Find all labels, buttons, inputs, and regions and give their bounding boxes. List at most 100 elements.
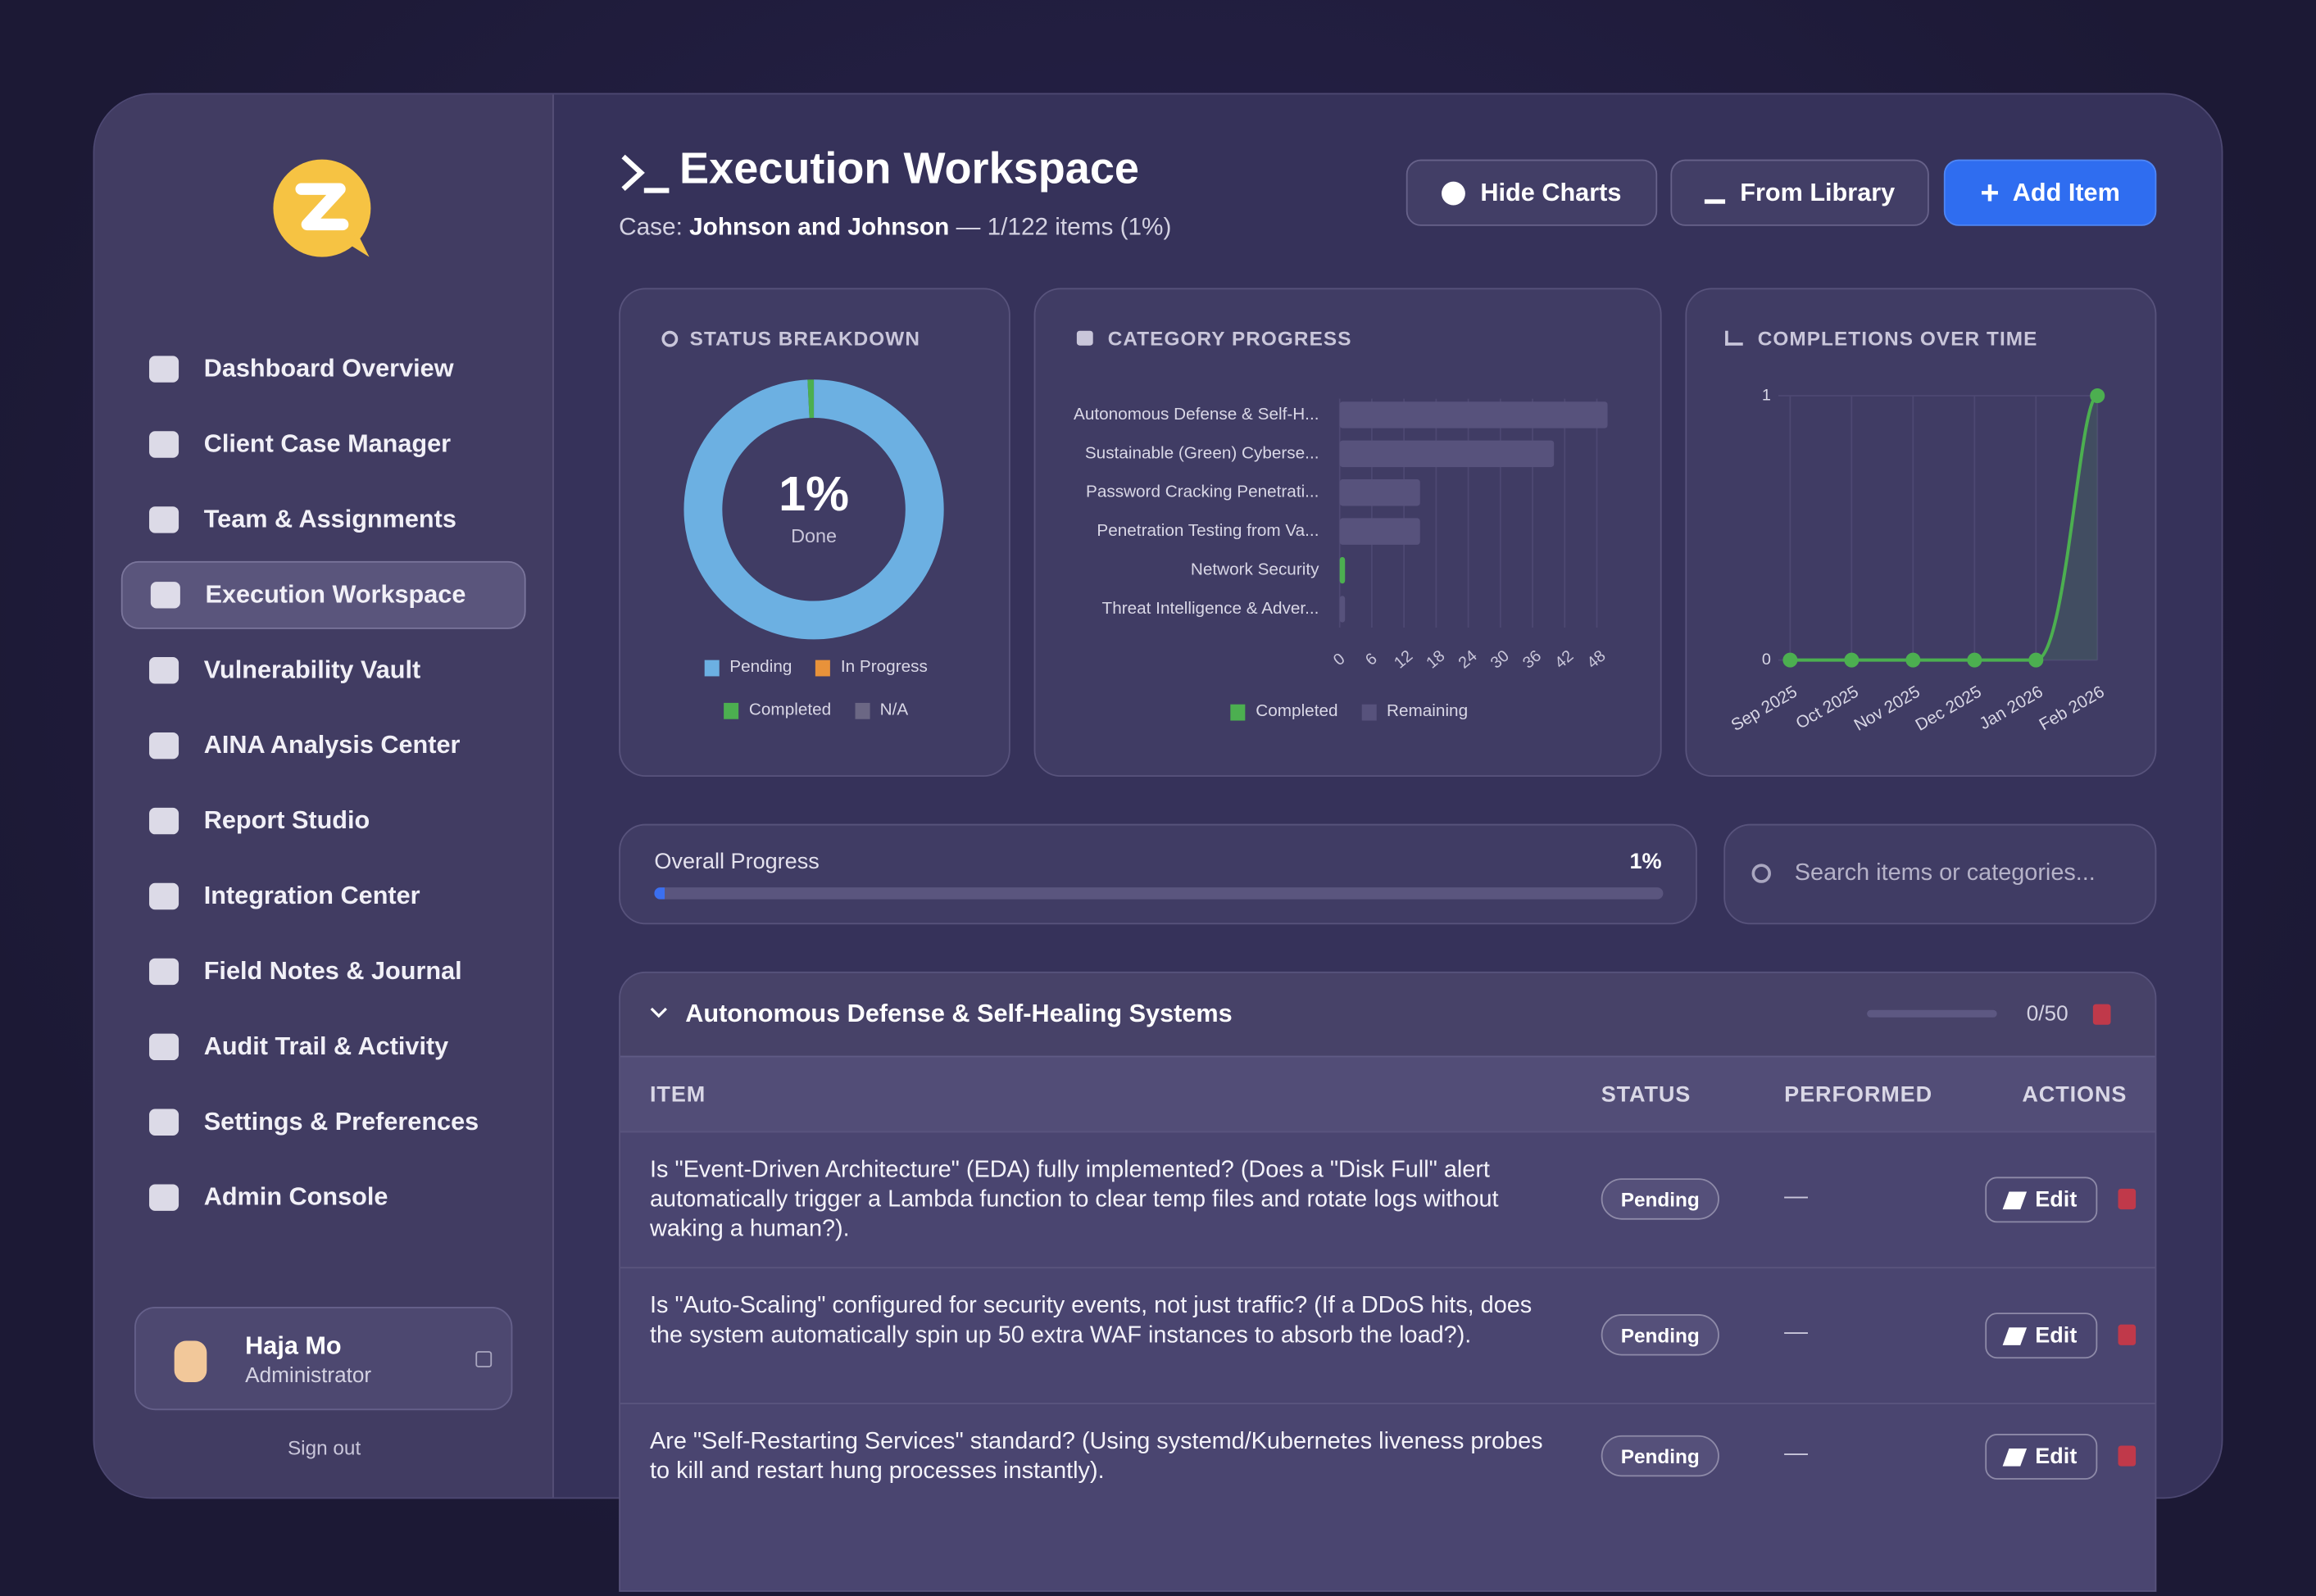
column-header: PERFORMED — [1784, 1082, 1933, 1108]
nav-item[interactable]: Dashboard Overview — [121, 335, 526, 403]
nav-label: Dashboard Overview — [203, 354, 454, 383]
sign-out[interactable]: Sign out — [287, 1436, 361, 1459]
case-summary: — 1/122 items (1%) — [956, 214, 1172, 241]
edit-button[interactable]: Edit — [1985, 1313, 2098, 1359]
search-placeholder: Search items or categories... — [1794, 860, 2096, 886]
performed: — — [1784, 1320, 1809, 1345]
avatar — [174, 1340, 207, 1382]
legend-item: Completed — [1230, 703, 1338, 721]
nav-label: Settings & Preferences — [203, 1107, 479, 1136]
progress-track — [654, 887, 1664, 900]
nav-item[interactable]: Team & Assignments — [121, 486, 526, 554]
delete-group[interactable] — [2092, 1004, 2111, 1025]
button-label: Add Item — [2012, 178, 2120, 206]
nav-item[interactable]: Audit Trail & Activity — [121, 1013, 526, 1081]
table-row: Is "Event-Driven Architecture" (EDA) ful… — [620, 1131, 2155, 1267]
chevron — [650, 1007, 667, 1018]
from-library-button[interactable]: From Library — [1670, 159, 1929, 226]
nav-item[interactable]: Admin Console — [121, 1163, 526, 1231]
group-progress-track — [1867, 1009, 1997, 1018]
column-header: ITEM — [650, 1082, 706, 1108]
nav-item[interactable]: Integration Center — [121, 863, 526, 931]
user-card[interactable]: Haja Mo Administrator — [134, 1307, 513, 1411]
nav-label: Field Notes & Journal — [203, 956, 462, 986]
sidebar: Dashboard Overview Client Case Manager Tea… — [94, 94, 554, 1498]
edit-icon[interactable] — [475, 1351, 493, 1367]
progress-card: Overall Progress 1% — [619, 823, 1697, 925]
nav-item[interactable]: Field Notes & Journal — [121, 937, 526, 1005]
nav-label: AINA Analysis Center — [203, 731, 461, 759]
button-label: Hide Charts — [1480, 178, 1622, 206]
group-header[interactable]: Autonomous Defense & Self-Healing System… — [620, 973, 2155, 1056]
legend-label: Pending — [729, 658, 792, 677]
progress-label: Overall Progress — [654, 849, 820, 874]
legend-swatch — [815, 659, 831, 676]
nav-icon — [149, 1109, 179, 1136]
nav-item[interactable]: Vulnerability Vault — [121, 637, 526, 705]
card-title: STATUS BREAKDOWN — [661, 328, 920, 350]
edit-icon — [2002, 1326, 2027, 1344]
nav-icon — [149, 732, 179, 759]
progress-value: 1% — [1629, 849, 1662, 874]
nav-item[interactable]: Report Studio — [121, 787, 526, 855]
page-title: Execution Workspace — [679, 144, 1139, 194]
nav-item[interactable]: Client Case Manager — [121, 410, 526, 478]
case-line: Case: Johnson and Johnson — 1/122 items … — [619, 214, 1171, 242]
nav-label: Execution Workspace — [205, 580, 466, 609]
progress-fill — [654, 887, 665, 900]
legend-label: N/A — [879, 701, 909, 719]
delete-button[interactable] — [2118, 1445, 2137, 1467]
edit-label: Edit — [2035, 1322, 2078, 1349]
nav-label: Integration Center — [203, 881, 420, 910]
nav-item[interactable]: Execution Workspace — [120, 560, 526, 629]
card-title: COMPLETIONS OVER TIME — [1725, 328, 2037, 350]
legend-item: Pending — [704, 658, 792, 677]
chart-title: COMPLETIONS OVER TIME — [1757, 328, 2038, 351]
status-pill: Pending — [1601, 1314, 1719, 1356]
table-row: Is "Auto-Scaling" configured for securit… — [620, 1267, 2155, 1403]
legend-label: In Progress — [840, 658, 928, 677]
status-pill: Pending — [1601, 1435, 1719, 1477]
case-name: Johnson and Johnson — [689, 214, 950, 241]
legend: Pending In Progress Completed N/A — [679, 659, 952, 719]
group-title: Autonomous Defense & Self-Healing System… — [685, 1000, 1233, 1028]
nav-label: Vulnerability Vault — [203, 655, 421, 684]
hide-charts-button[interactable]: Hide Charts — [1405, 159, 1658, 226]
edit-button[interactable]: Edit — [1985, 1177, 2098, 1223]
legend-item: Completed — [724, 701, 831, 719]
nav-icon — [149, 506, 179, 533]
category-card: CATEGORY PROGRESS Completed Remaining — [1033, 288, 1663, 778]
chart-title: STATUS BREAKDOWN — [689, 328, 921, 351]
delete-button[interactable] — [2118, 1324, 2137, 1345]
logo — [273, 159, 371, 257]
nav-icon — [149, 882, 179, 910]
table-row: Are "Self-Restarting Services" standard?… — [620, 1403, 2155, 1539]
column-header: STATUS — [1601, 1082, 1692, 1108]
chart-title: CATEGORY PROGRESS — [1107, 328, 1352, 351]
search-box[interactable]: Search items or categories... — [1723, 823, 2157, 925]
terminal-icon — [621, 154, 670, 193]
item-text: Is "Auto-Scaling" configured for securit… — [650, 1293, 1533, 1349]
nav-icon — [149, 431, 179, 458]
performed: — — [1784, 1441, 1809, 1467]
legend-swatch — [855, 701, 870, 719]
timeline-card: COMPLETIONS OVER TIME — [1685, 288, 2157, 778]
table-header: ITEM STATUS PERFORMED ACTIONS — [620, 1055, 2155, 1131]
legend: Completed Remaining — [1035, 703, 1663, 721]
edit-label: Edit — [2035, 1444, 2078, 1470]
edit-button[interactable]: Edit — [1985, 1434, 2098, 1480]
edit-icon — [2002, 1190, 2027, 1209]
legend-item: N/A — [855, 701, 908, 719]
nav-label: Report Studio — [203, 806, 370, 835]
add-item-button[interactable]: + Add Item — [1943, 159, 2157, 226]
edit-icon — [2002, 1448, 2027, 1466]
nav-item[interactable]: AINA Analysis Center — [121, 712, 526, 780]
case-label: Case: — [619, 214, 683, 241]
nav-item[interactable]: Settings & Preferences — [121, 1088, 526, 1156]
search-icon — [1751, 864, 1771, 883]
nav-icon — [149, 356, 179, 383]
delete-button[interactable] — [2118, 1188, 2137, 1210]
nav-icon — [149, 657, 179, 684]
